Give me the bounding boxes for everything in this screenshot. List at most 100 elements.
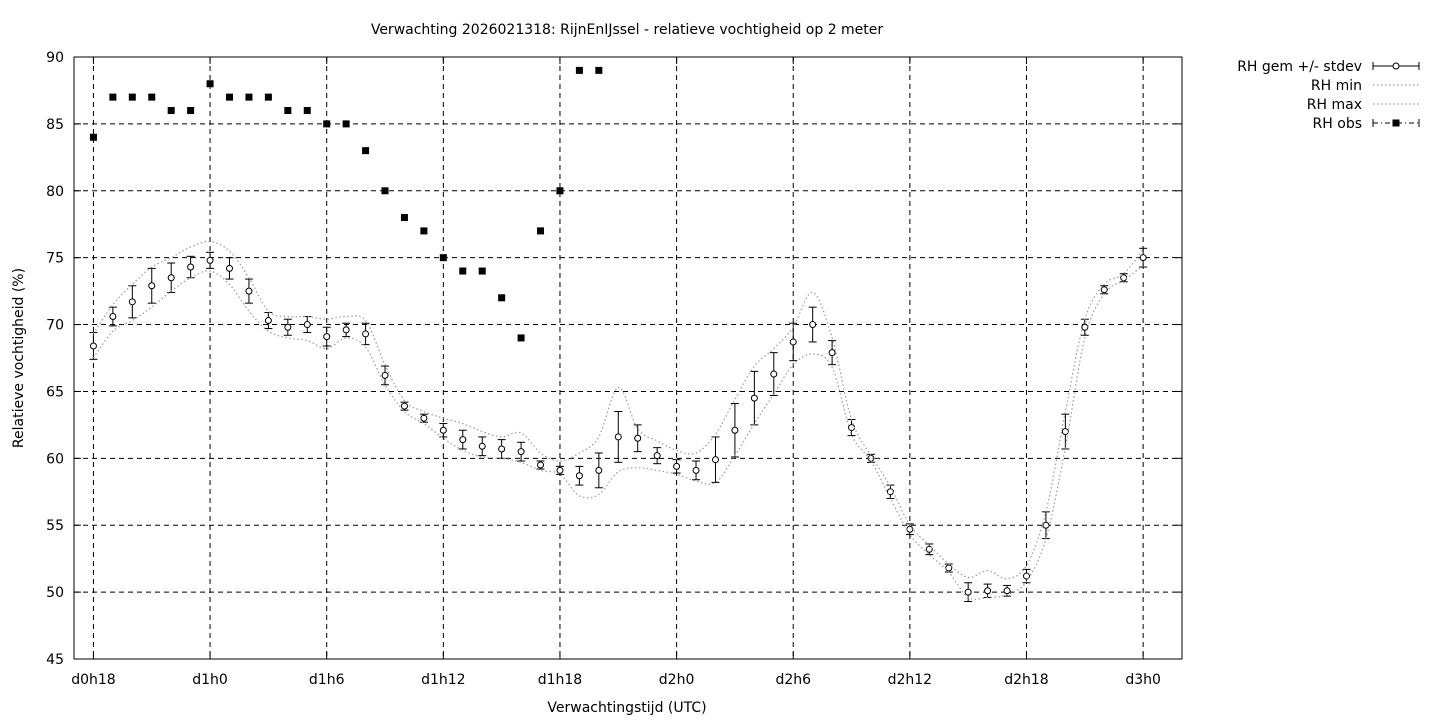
rh-mean-point [303,321,311,329]
rh-obs-point [517,334,525,342]
rh-obs-point [264,93,272,101]
rh-obs-point [342,120,350,128]
x-tick-label: d2h12 [888,672,932,688]
rh-obs-point [556,187,564,195]
y-tick-label: 60 [46,451,64,467]
rh-obs-point [148,93,156,101]
x-tick-label: d1h0 [192,672,228,688]
legend-label: RH gem +/- stdev [1237,59,1362,75]
x-tick-label: d2h18 [1004,672,1048,688]
rh-mean-point [711,456,719,464]
rh-obs-point [206,80,214,88]
rh-mean-point [1042,521,1050,529]
rh-obs-point [498,294,506,302]
rh-obs-point [128,93,136,101]
rh-mean-point [89,342,97,350]
rh-mean-point [459,436,467,444]
rh-mean-point [964,588,972,596]
rh-mean-point [673,462,681,470]
rh-mean-point [595,466,603,474]
x-axis-label: Verwachtingstijd (UTC) [547,700,706,716]
legend-label: RH obs [1313,116,1362,132]
axis-ticks: 45 50 55 60 65 70 75 80 85 90 d0h18 d1h0 d1h6 d1h12 d1… [46,50,1182,688]
rh-mean-point [498,445,506,453]
rh-mean-point [245,287,253,295]
rh-mean-point [284,323,292,331]
rh-mean-point [381,371,389,379]
rh-mean-point [362,330,370,338]
rh-obs-point [284,107,292,115]
y-tick-label: 85 [46,117,64,133]
legend-swatch-marker [1392,62,1400,70]
rh-mean-point [187,263,195,271]
rh-mean-point [614,433,622,441]
rh-mean-point [109,313,117,321]
rh-obs-point [575,66,583,74]
y-tick-label: 90 [46,50,64,66]
rh-obs-point [187,107,195,115]
rh-mean-point [945,564,953,572]
plot-area [89,66,1148,602]
rh-mean-point [226,264,234,272]
rh-mean-point [653,452,661,460]
rh-obs-point [323,120,331,128]
rh-min-line [92,265,1144,601]
y-tick-label: 70 [46,318,64,334]
rh-obs-point [89,133,97,141]
grid [74,57,1182,659]
rh-mean-point [167,274,175,282]
x-tick-label: d2h6 [775,672,811,688]
rh-mean-point [886,488,894,496]
rh-obs-point [167,107,175,115]
rh-obs-point [245,93,253,101]
rh-mean-point [323,333,331,341]
rh-mean-point [148,282,156,290]
y-tick-label: 45 [46,652,64,668]
rh-mean-point [537,461,545,469]
y-tick-label: 80 [46,184,64,200]
rh-mean-point [789,338,797,346]
x-tick-label: d3h0 [1125,672,1161,688]
rh-mean-point [420,414,428,422]
rh-mean-point [517,448,525,456]
y-axis-label: Relatieve vochtigheid (%) [11,268,27,448]
chart-title: Verwachting 2026021318: RijnEnIJssel - r… [371,22,884,38]
rh-mean-point [731,426,739,434]
rh-mean-point [400,402,408,410]
plot-frame [73,56,1183,660]
x-tick-label: d1h6 [309,672,345,688]
rh-mean-point [1061,428,1069,436]
x-tick-label: d0h18 [71,672,115,688]
rh-mean-point [264,317,272,325]
y-tick-label: 55 [46,518,64,534]
x-tick-label: d1h12 [421,672,465,688]
rh-mean-point [478,442,486,450]
rh-obs-point [478,267,486,275]
rh-obs-point [381,187,389,195]
x-tick-label: d1h18 [538,672,582,688]
legend-label: RH max [1307,97,1362,113]
rh-mean-point [984,587,992,595]
rh-mean-point [828,349,836,357]
rh-mean-point [1139,254,1147,262]
y-tick-label: 65 [46,384,64,400]
rh-mean-point [634,434,642,442]
rh-mean-point [809,321,817,329]
rh-mean-point [439,426,447,434]
rh-mean-point [692,466,700,474]
rh-obs-point [459,267,467,275]
rh-mean-point [128,298,136,306]
rh-obs-point [303,107,311,115]
rh-mean-point [206,256,214,264]
rh-mean-point [556,466,564,474]
rh-mean-point [770,370,778,378]
x-tick-label: d2h0 [659,672,695,688]
y-tick-label: 75 [46,251,64,267]
rh-obs-point [439,254,447,262]
rh-obs-point [109,93,117,101]
legend: RH gem +/- stdev RH min RH max RH obs [1237,59,1420,132]
rh-mean-point [1003,587,1011,595]
rh-mean-point [342,326,350,334]
rh-obs-point [420,227,428,235]
